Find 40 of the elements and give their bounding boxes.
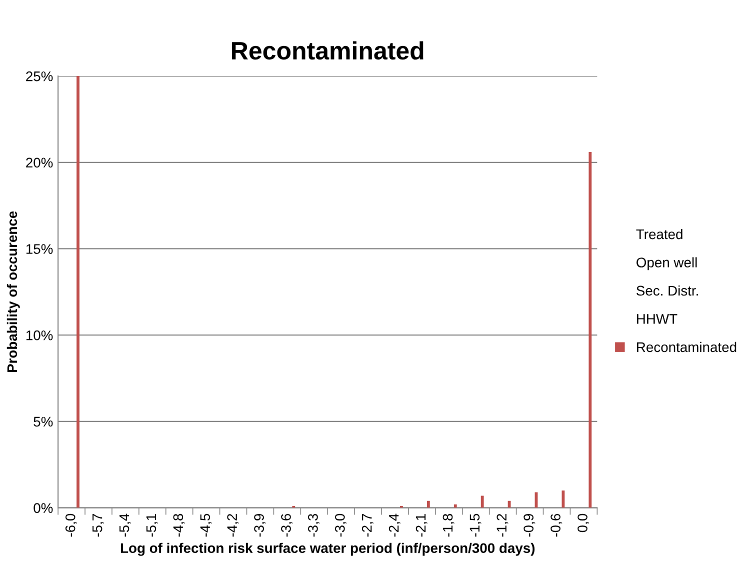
x-tick-label: -5,7	[92, 514, 104, 537]
bar	[562, 490, 565, 508]
bar	[588, 152, 592, 508]
x-tick-label: -3,9	[254, 514, 266, 537]
y-tick-label: 5%	[34, 416, 53, 427]
x-tick-label: -1,8	[442, 514, 454, 537]
x-tick-label: -4,8	[173, 514, 185, 537]
y-tick-label: 20%	[26, 158, 53, 168]
x-tick-label: -6,0	[65, 514, 77, 537]
x-tick-label: -2,7	[362, 514, 374, 537]
x-tick-label: -0,6	[550, 514, 562, 537]
y-tick-label: 10%	[26, 330, 53, 340]
bar	[426, 500, 430, 508]
x-tick-label: -0,9	[524, 514, 536, 537]
x-tick-label: -3,0	[334, 514, 346, 537]
x-tick-label: -3,3	[308, 514, 320, 537]
x-tick-label: -5,1	[146, 514, 158, 537]
text: Sec. Distr.	[636, 285, 698, 296]
chart-title: Recontaminated	[232, 41, 424, 60]
x-tick-label: -5,4	[119, 514, 131, 537]
bar	[454, 504, 457, 508]
y-tick-label: 15%	[26, 244, 53, 254]
bar	[480, 496, 484, 508]
text: HHWT	[637, 314, 678, 324]
text: Open well	[636, 257, 697, 270]
y-tick-label: 0%	[34, 503, 53, 513]
y-tick-label: 25%	[26, 71, 53, 82]
x-tick-label: -2,4	[388, 514, 400, 537]
x-tick-label: -3,6	[281, 514, 293, 537]
legend-label: Recontaminated	[637, 342, 736, 352]
x-tick-label: -4,2	[227, 514, 239, 537]
x-tick-label: 0,0	[578, 514, 590, 532]
bar	[76, 76, 80, 508]
y-axis-title: Probability of occurence	[6, 211, 20, 372]
x-tick-label: -1,5	[470, 514, 482, 537]
text: Treated	[636, 228, 682, 240]
x-tick-label: -4,5	[200, 514, 212, 537]
x-tick-label: -1,2	[496, 514, 508, 537]
x-tick-label: -2,1	[416, 514, 428, 537]
x-axis-title: Log of infection risk surface water period (inf/person/300 days)	[120, 542, 535, 556]
